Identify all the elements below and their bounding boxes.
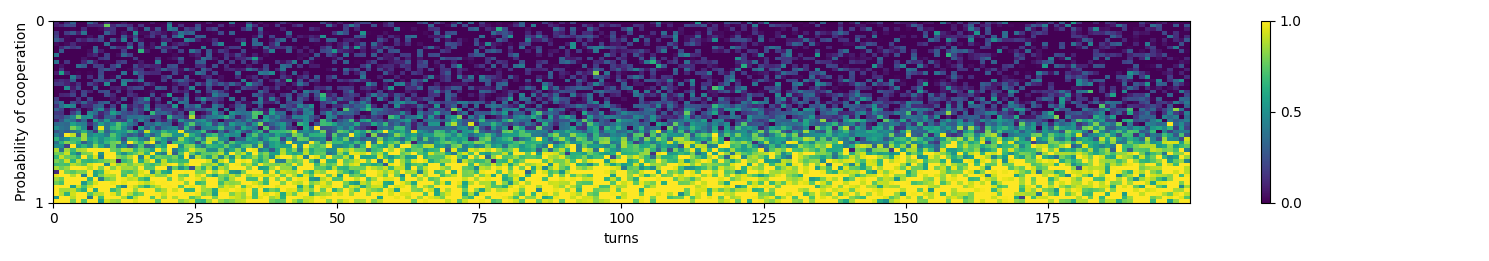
Y-axis label: Probability of cooperation: Probability of cooperation — [15, 22, 28, 201]
X-axis label: turns: turns — [603, 232, 639, 246]
